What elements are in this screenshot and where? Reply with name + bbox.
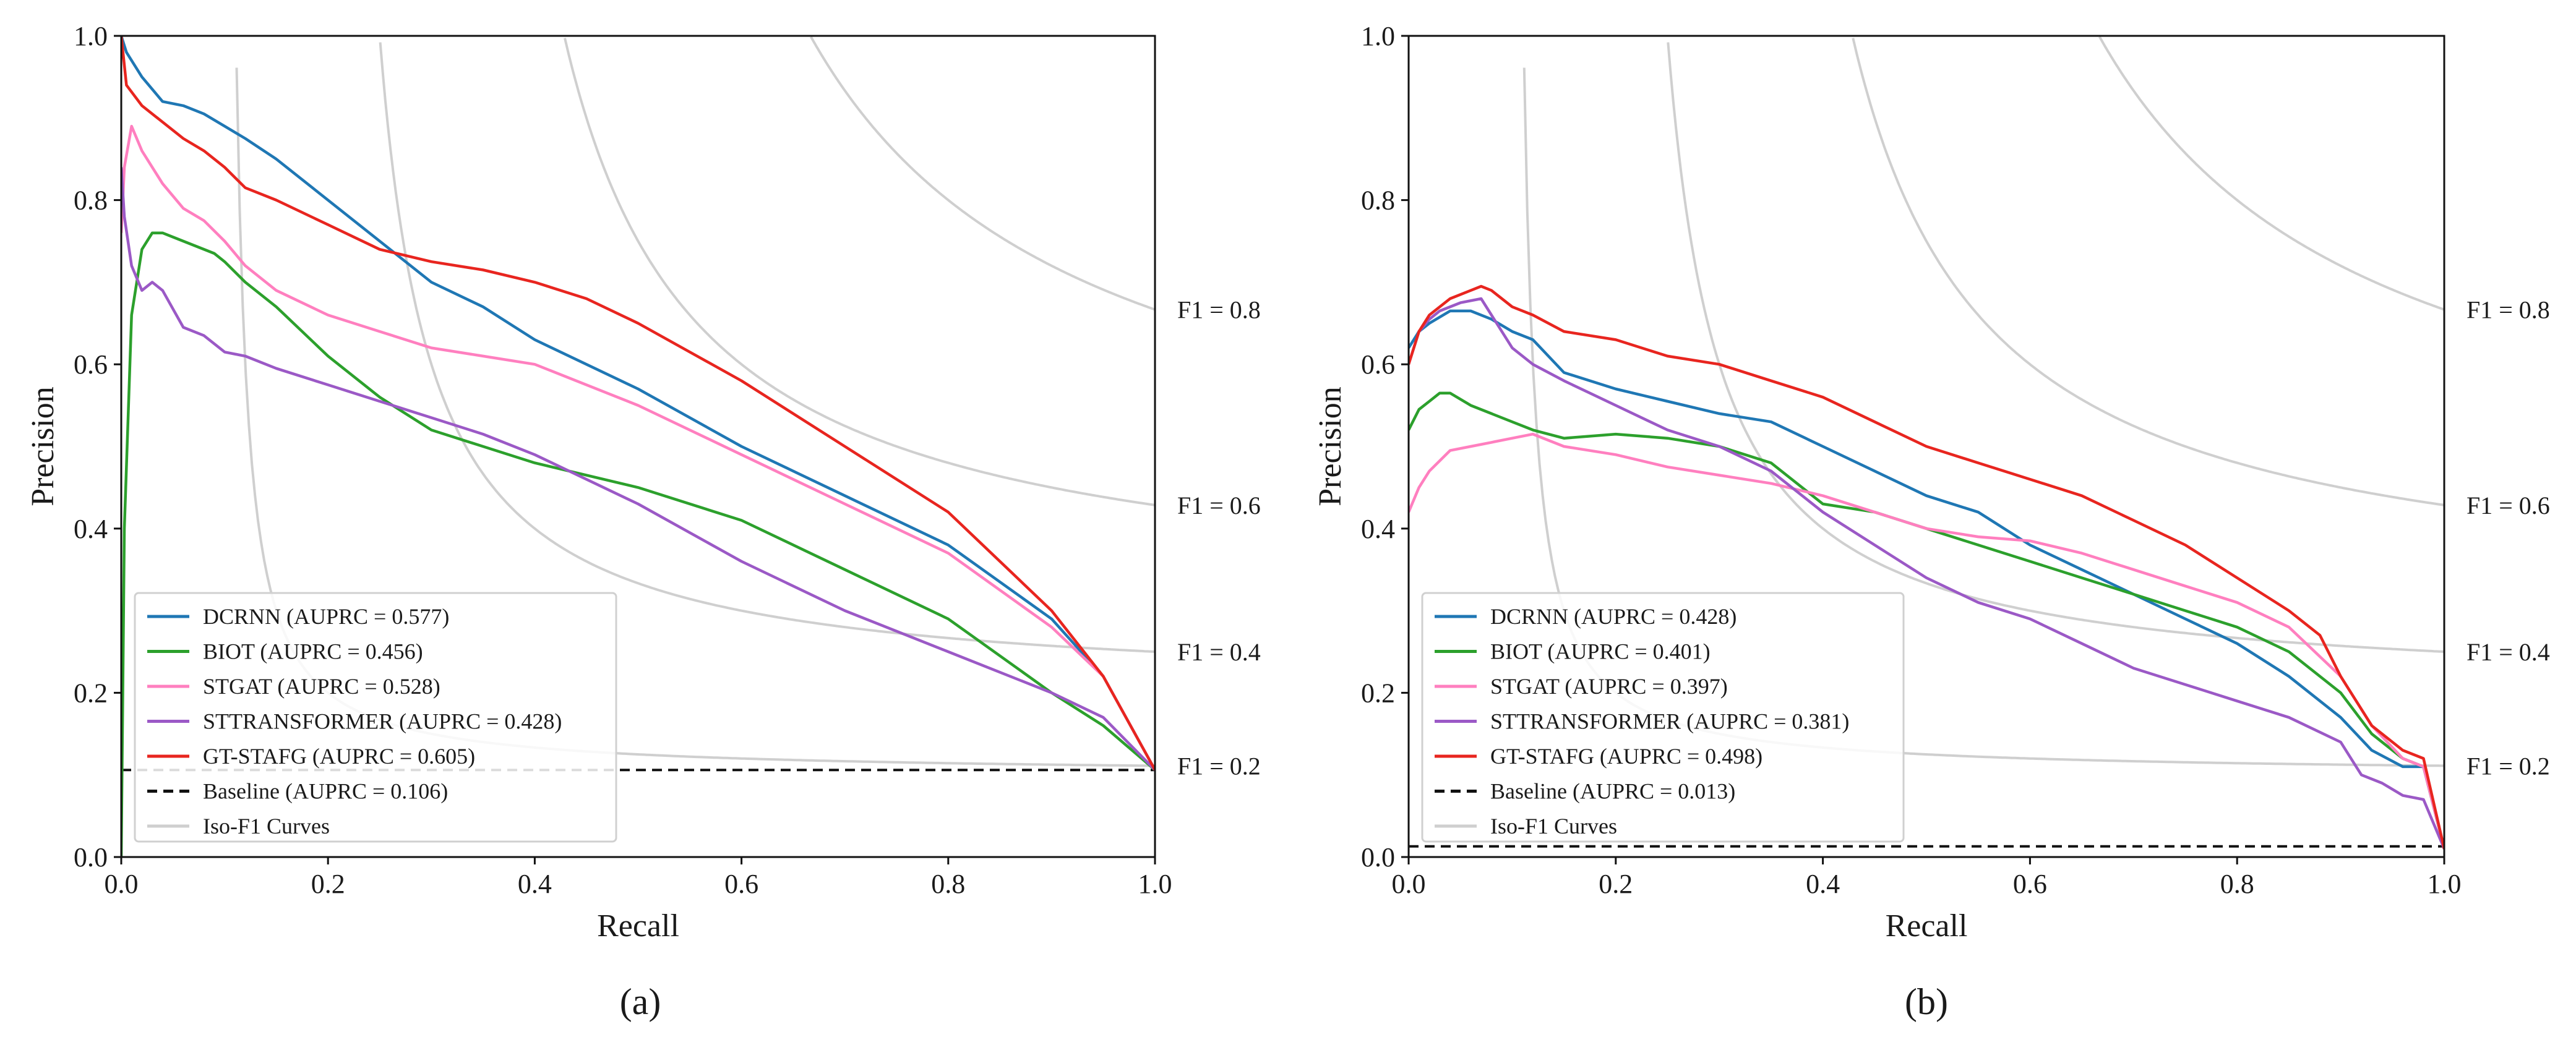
y-tick-label: 0.0 xyxy=(74,842,108,872)
iso-f1-curve xyxy=(564,38,1155,506)
series-line-gt-stafg xyxy=(121,36,1155,771)
iso-f1-label: F1 = 0.8 xyxy=(1177,296,1261,324)
y-tick-label: 0.0 xyxy=(1361,842,1395,872)
chart-panel-a: F1 = 0.2 F1 = 0.4 F1 = 0.6 F1 = 0.8 0.0 0.2 0.… xyxy=(25,21,1261,1022)
y-tick-label: 0.2 xyxy=(1361,678,1395,708)
y-tick-label: 1.0 xyxy=(1361,21,1395,51)
iso-f1-label: F1 = 0.4 xyxy=(1177,638,1261,666)
legend-label-dcrnn: DCRNN (AUPRC = 0.577) xyxy=(203,604,449,629)
x-tick-label: 0.6 xyxy=(2013,869,2047,899)
legend-label-baseline: Baseline (AUPRC = 0.013) xyxy=(1490,779,1735,804)
series-line-stgat xyxy=(121,124,1155,771)
iso-f1-curve xyxy=(379,42,1155,653)
x-tick-label: 0.8 xyxy=(2220,869,2254,899)
plot-frame xyxy=(120,35,1156,858)
legend-label-gt-stafg: GT-STAFG (AUPRC = 0.498) xyxy=(1490,744,1762,769)
x-tick-label: 1.0 xyxy=(1138,869,1172,899)
legend-label-stgat: STGAT (AUPRC = 0.528) xyxy=(203,674,440,699)
iso-f1-label: F1 = 0.2 xyxy=(2467,752,2550,780)
legend-label-iso-f1: Iso-F1 Curves xyxy=(203,814,330,838)
plot-area-b xyxy=(1409,36,2444,850)
iso-f1-curve xyxy=(1667,42,2444,653)
y-tick-label: 0.8 xyxy=(1361,186,1395,216)
legend-label-dcrnn: DCRNN (AUPRC = 0.428) xyxy=(1490,604,1737,629)
y-tick-label: 0.2 xyxy=(74,678,108,708)
iso-f1-curve xyxy=(810,36,1155,311)
panel-label: (b) xyxy=(1905,981,1948,1022)
series-line-dcrnn xyxy=(121,36,1155,771)
y-tick-label: 0.6 xyxy=(1361,349,1395,380)
y-axis-label: Precision xyxy=(25,386,61,506)
x-tick-label: 0.6 xyxy=(724,869,758,899)
chart-panel-b: F1 = 0.2 F1 = 0.4 F1 = 0.6 F1 = 0.8 0.0 0.2 0.… xyxy=(1313,21,2550,1022)
x-tick-label: 0.0 xyxy=(1392,869,1426,899)
legend-box xyxy=(134,592,617,843)
x-axis-label: Recall xyxy=(597,908,679,944)
iso-f1-label: F1 = 0.2 xyxy=(1177,752,1261,780)
plot-area-a xyxy=(121,36,1155,857)
legend-label-sttransformer: STTRANSFORMER (AUPRC = 0.381) xyxy=(1490,709,1849,734)
series-line-stgat xyxy=(1409,432,2444,850)
iso-f1-label: F1 = 0.8 xyxy=(2467,296,2550,324)
x-tick-label: 0.4 xyxy=(518,869,552,899)
y-tick-label: 0.6 xyxy=(74,349,108,380)
x-tick-label: 0.0 xyxy=(105,869,139,899)
panel-label: (a) xyxy=(620,981,661,1022)
x-tick-label: 1.0 xyxy=(2428,869,2462,899)
series-line-gt-stafg xyxy=(1409,284,2444,850)
y-axis-label: Precision xyxy=(1313,386,1348,506)
y-tick-label: 1.0 xyxy=(74,21,108,51)
x-tick-label: 0.8 xyxy=(931,869,965,899)
iso-f1-label: F1 = 0.6 xyxy=(2467,492,2550,519)
series-line-dcrnn xyxy=(1409,309,2444,850)
plot-frame xyxy=(1407,35,2445,858)
series-line-biot xyxy=(1409,391,2444,850)
x-tick-label: 0.4 xyxy=(1806,869,1840,899)
x-tick-label: 0.2 xyxy=(311,869,345,899)
iso-f1-label: F1 = 0.6 xyxy=(1177,492,1261,519)
legend-label-sttransformer: STTRANSFORMER (AUPRC = 0.428) xyxy=(203,709,562,734)
series-line-sttransformer xyxy=(121,167,1155,771)
iso-f1-label: F1 = 0.4 xyxy=(2467,638,2550,666)
x-axis-label: Recall xyxy=(1886,908,1968,944)
legend-label-stgat: STGAT (AUPRC = 0.397) xyxy=(1490,674,1728,699)
y-tick-label: 0.4 xyxy=(1361,514,1395,544)
y-tick-label: 0.8 xyxy=(74,186,108,216)
legend-label-gt-stafg: GT-STAFG (AUPRC = 0.605) xyxy=(203,744,475,769)
iso-f1-curve xyxy=(1852,38,2444,506)
series-line-sttransformer xyxy=(1409,297,2444,850)
iso-f1-curve xyxy=(2098,36,2444,311)
legend-label-iso-f1: Iso-F1 Curves xyxy=(1490,814,1617,838)
legend-label-biot: BIOT (AUPRC = 0.456) xyxy=(203,639,423,664)
x-tick-label: 0.2 xyxy=(1599,869,1633,899)
series-line-biot xyxy=(121,231,1155,857)
legend-box xyxy=(1421,592,1905,843)
legend-label-baseline: Baseline (AUPRC = 0.106) xyxy=(203,779,448,804)
legend: DCRNN (AUPRC = 0.428) BIOT (AUPRC = 0.401… xyxy=(1421,592,1905,843)
y-tick-label: 0.4 xyxy=(74,514,108,544)
legend-label-biot: BIOT (AUPRC = 0.401) xyxy=(1490,639,1711,664)
legend: DCRNN (AUPRC = 0.577) BIOT (AUPRC = 0.456… xyxy=(134,592,617,843)
